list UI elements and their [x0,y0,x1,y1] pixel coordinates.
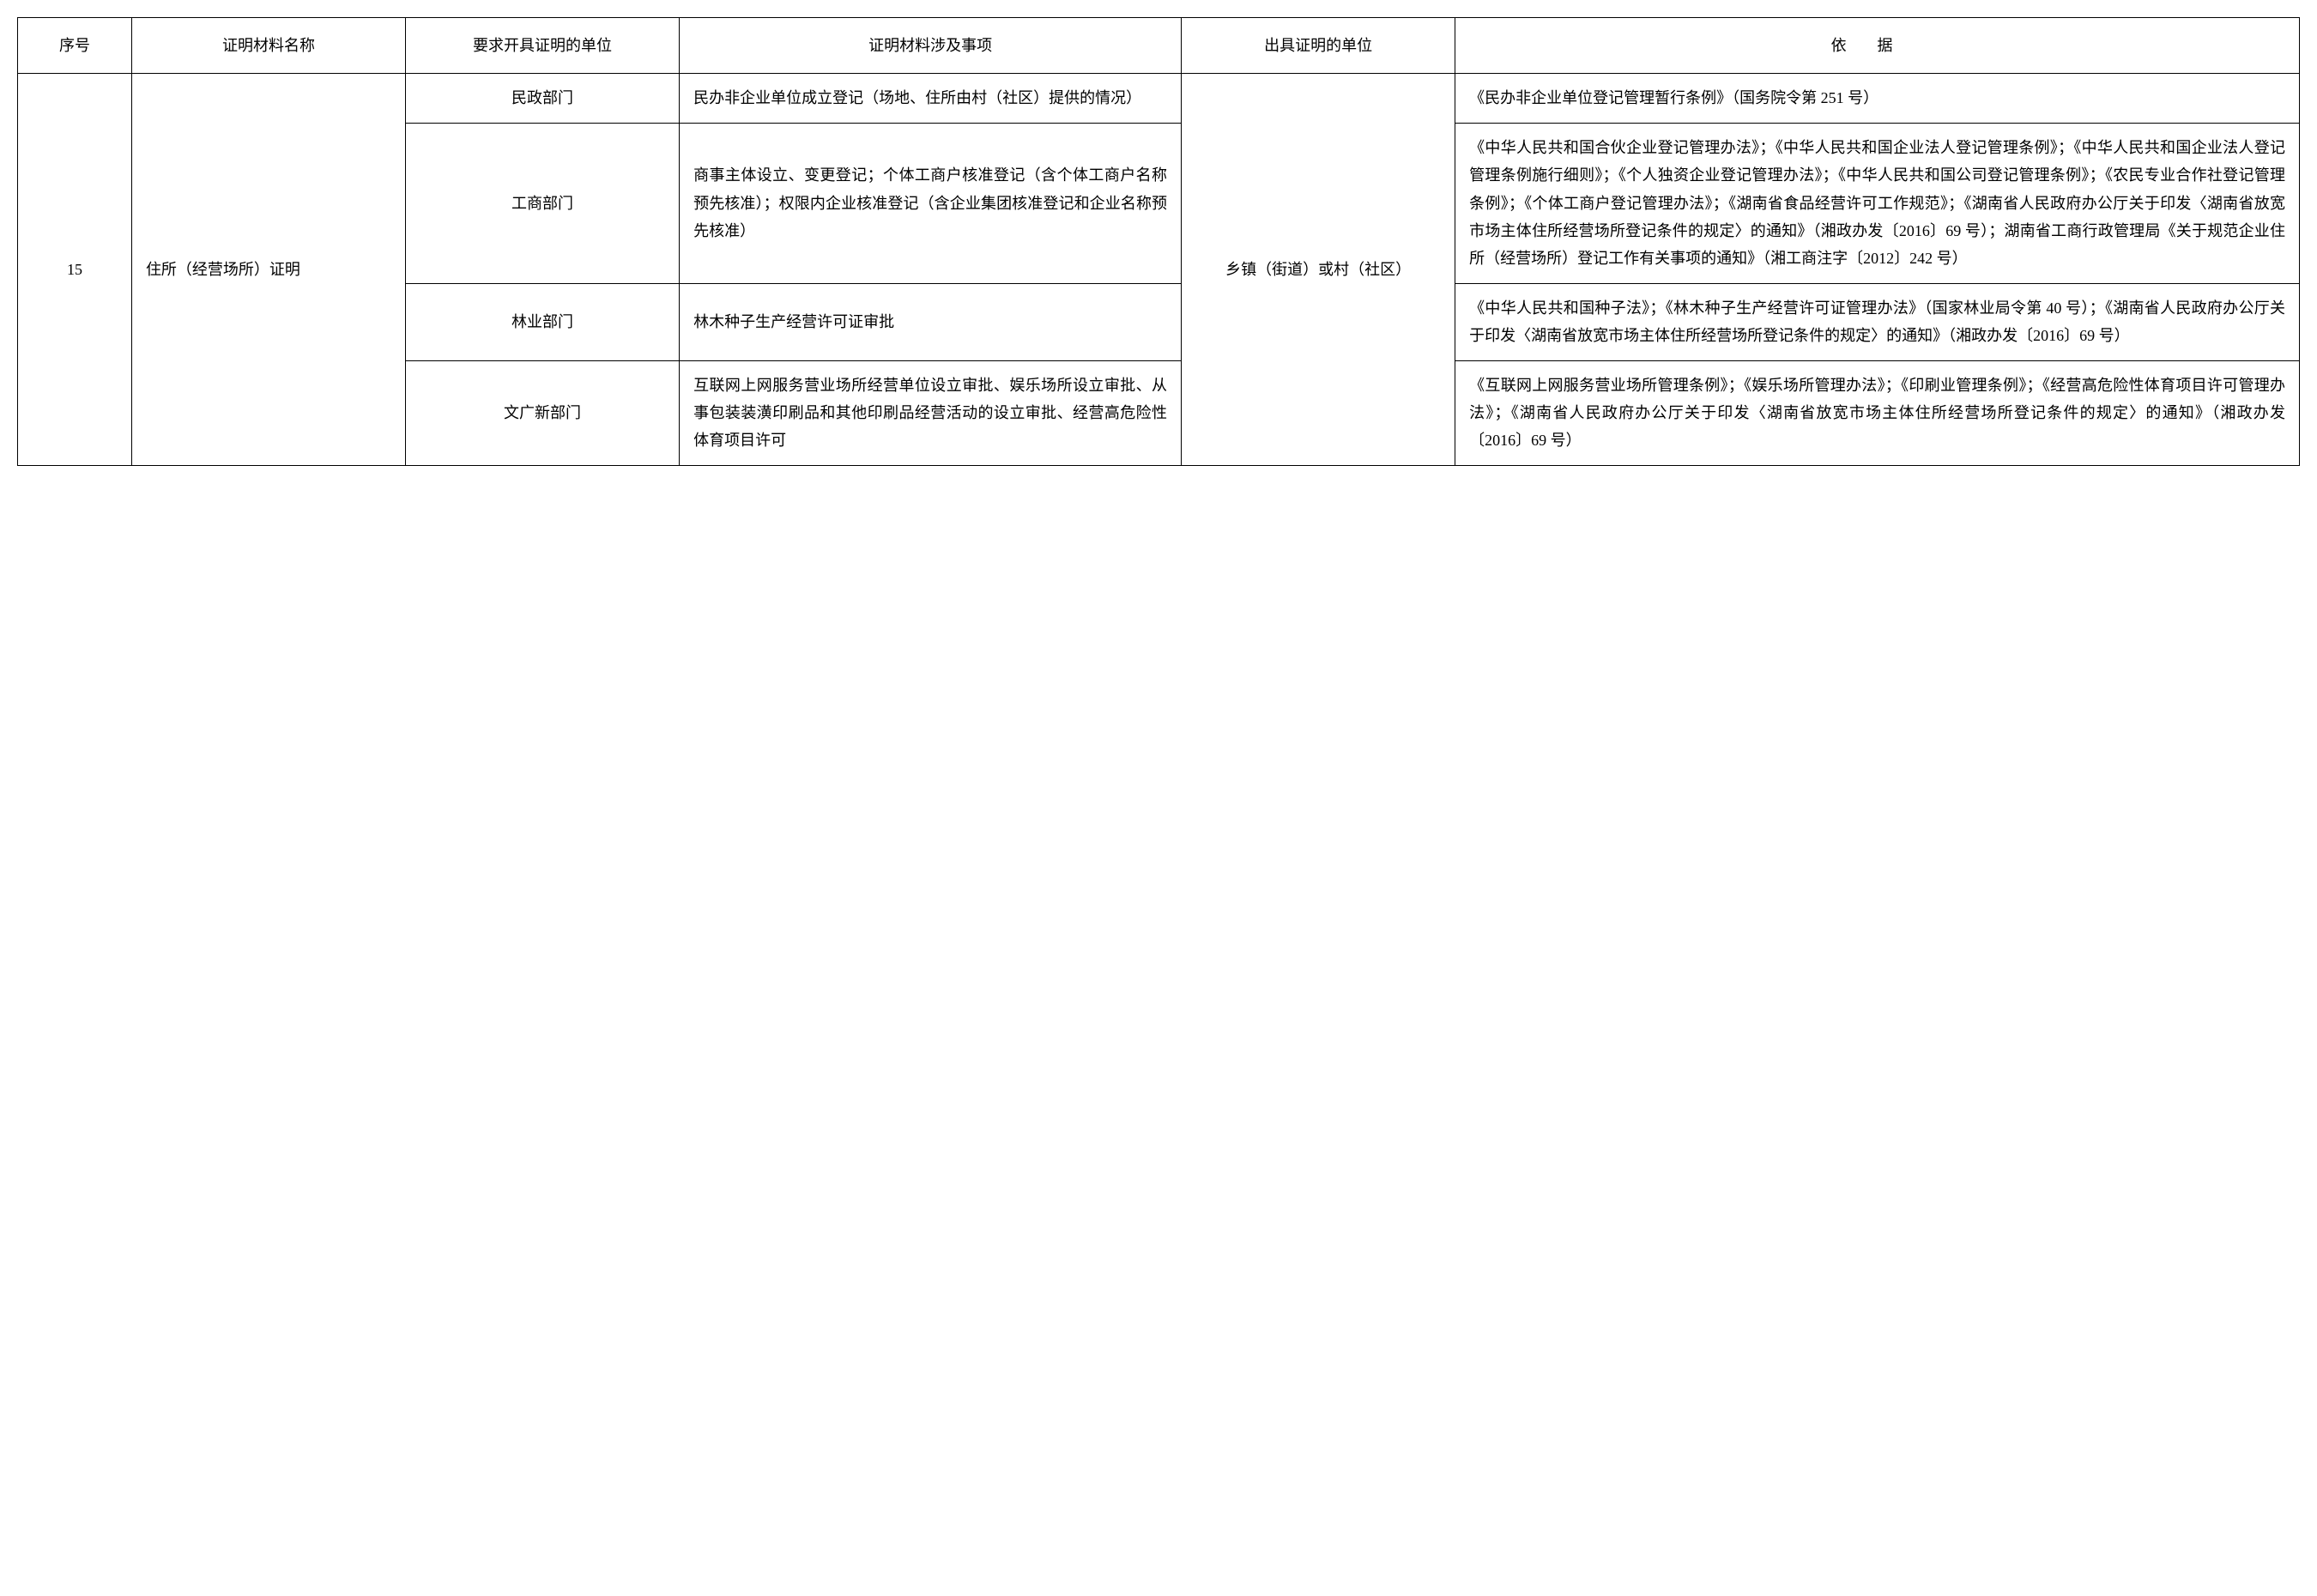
cell-matter: 林木种子生产经营许可证审批 [680,283,1182,360]
table-row: 15 住所（经营场所）证明 民政部门 民办非企业单位成立登记（场地、住所由村（社… [18,74,2300,123]
header-matter: 证明材料涉及事项 [680,18,1182,74]
certification-table: 序号 证明材料名称 要求开具证明的单位 证明材料涉及事项 出具证明的单位 依据 … [17,17,2300,466]
cell-matter: 互联网上网服务营业场所经营单位设立审批、娱乐场所设立审批、从事包装装潢印刷品和其… [680,360,1182,465]
header-requester: 要求开具证明的单位 [406,18,680,74]
table-header-row: 序号 证明材料名称 要求开具证明的单位 证明材料涉及事项 出具证明的单位 依据 [18,18,2300,74]
cell-requester: 工商部门 [406,123,680,283]
cell-requester: 文广新部门 [406,360,680,465]
cell-matter: 商事主体设立、变更登记；个体工商户核准登记（含个体工商户名称预先核准）；权限内企… [680,123,1182,283]
cell-basis: 《互联网上网服务营业场所管理条例》；《娱乐场所管理办法》；《印刷业管理条例》；《… [1455,360,2300,465]
cell-basis: 《中华人民共和国种子法》；《林木种子生产经营许可证管理办法》（国家林业局令第 4… [1455,283,2300,360]
cell-requester: 林业部门 [406,283,680,360]
cell-basis: 《中华人民共和国合伙企业登记管理办法》；《中华人民共和国企业法人登记管理条例》；… [1455,123,2300,283]
cell-issuer: 乡镇（街道）或村（社区） [1182,74,1455,465]
header-issuer: 出具证明的单位 [1182,18,1455,74]
cell-matter: 民办非企业单位成立登记（场地、住所由村（社区）提供的情况） [680,74,1182,123]
cell-requester: 民政部门 [406,74,680,123]
header-basis: 依据 [1455,18,2300,74]
header-seq: 序号 [18,18,132,74]
cell-name: 住所（经营场所）证明 [131,74,405,465]
cell-basis: 《民办非企业单位登记管理暂行条例》（国务院令第 251 号） [1455,74,2300,123]
cell-seq: 15 [18,74,132,465]
header-name: 证明材料名称 [131,18,405,74]
